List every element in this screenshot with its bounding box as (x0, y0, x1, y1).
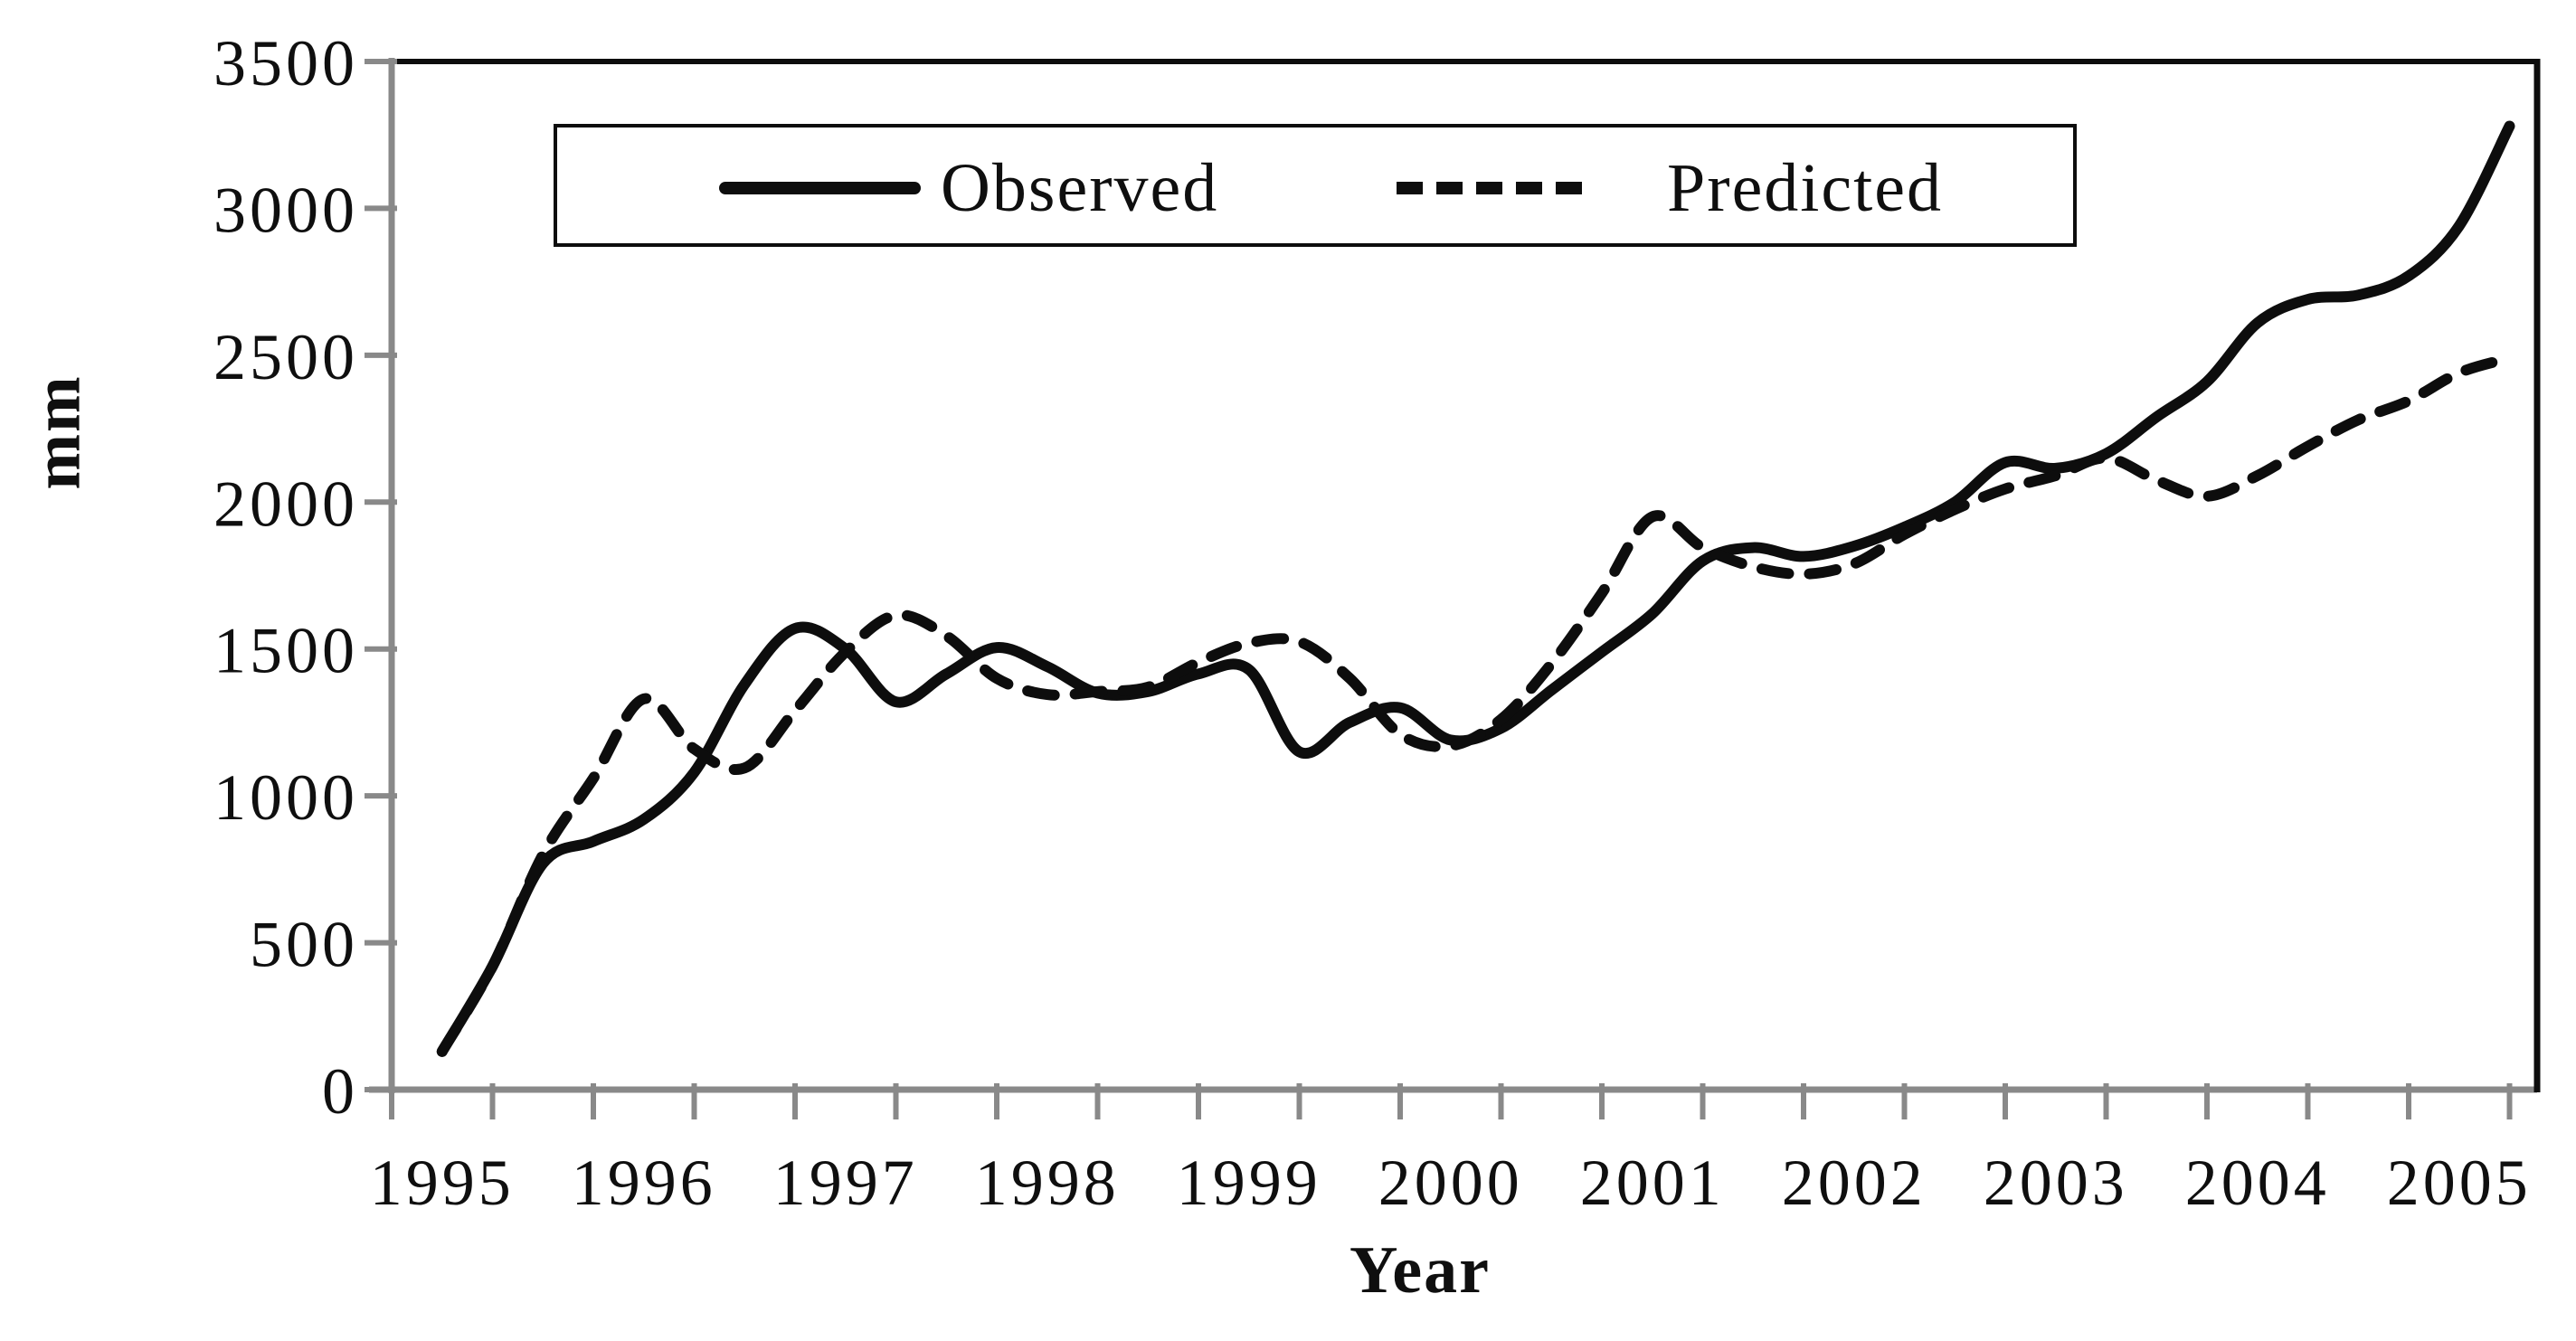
x-tick-label: 1999 (1177, 1147, 1321, 1219)
x-tick-label: 1996 (572, 1147, 716, 1219)
x-tick-label: 2004 (2185, 1147, 2330, 1219)
y-tick-label: 2500 (213, 321, 358, 393)
observed-series-line (436, 120, 2515, 1057)
y-tick-label: 1000 (213, 761, 358, 834)
y-tick-label: 0 (322, 1055, 358, 1128)
x-tick-label: 2002 (1782, 1147, 1927, 1219)
x-tick-label: 2000 (1378, 1147, 1523, 1219)
legend-observed-line-sample (719, 182, 921, 194)
legend-box: Observed Predicted (554, 124, 2077, 247)
legend-predicted-label: Predicted (1667, 150, 1944, 226)
x-tick-label: 2003 (1984, 1147, 2128, 1219)
predicted-series-line (436, 353, 2515, 1057)
y-axis-title: mm (20, 374, 95, 490)
x-tick-label: 2005 (2387, 1147, 2532, 1219)
y-tick-label: 500 (250, 909, 358, 981)
x-axis-title: Year (1350, 1233, 1491, 1308)
x-tick-label: 1995 (370, 1147, 515, 1219)
x-tick-label: 1997 (773, 1147, 918, 1219)
y-tick-label: 3500 (213, 27, 358, 99)
y-tick-label: 1500 (213, 615, 358, 687)
x-tick-label: 1998 (975, 1147, 1120, 1219)
x-tick-label: 2001 (1580, 1147, 1725, 1219)
y-tick-label: 3000 (213, 174, 358, 246)
legend-observed-label: Observed (941, 150, 1219, 226)
legend-predicted-line-sample (1397, 182, 1584, 194)
y-tick-label: 2000 (213, 467, 358, 540)
